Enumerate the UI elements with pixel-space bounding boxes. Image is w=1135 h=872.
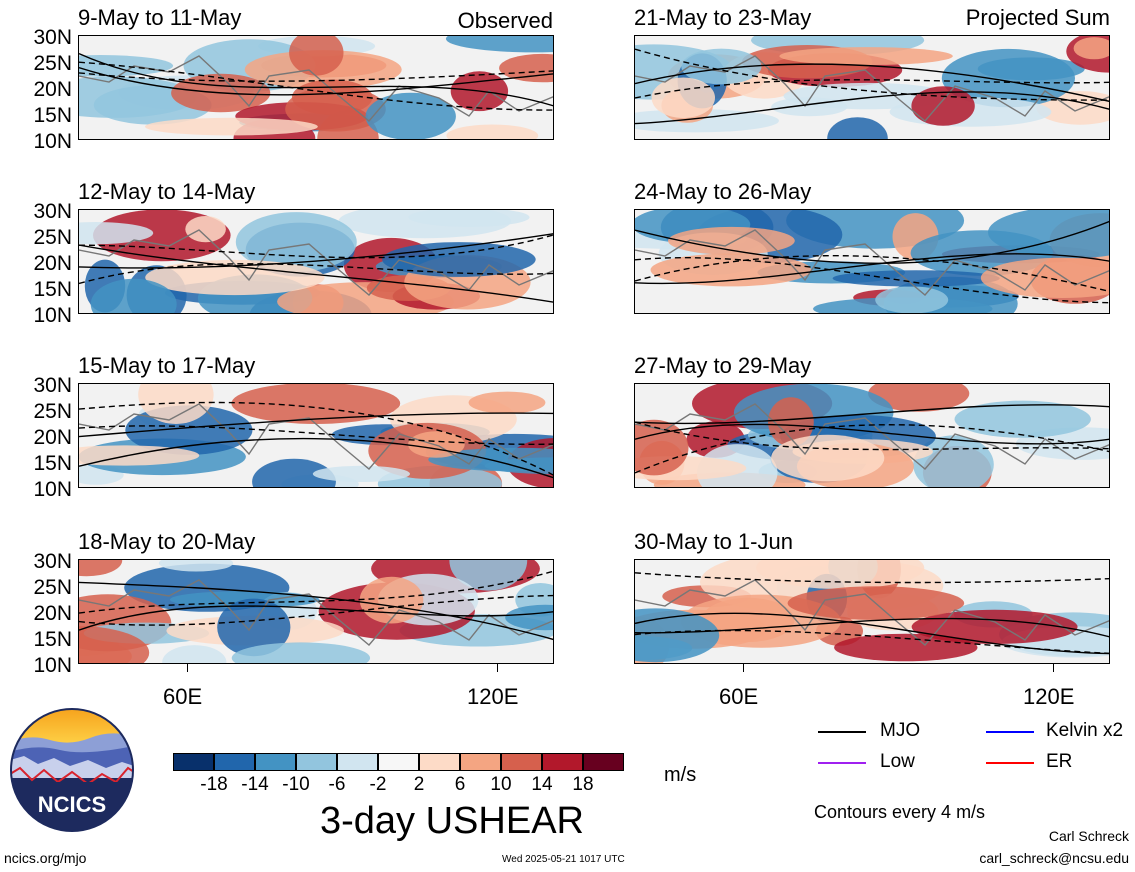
- colorbar-swatch: [378, 753, 419, 771]
- lon-tick: [1053, 664, 1054, 672]
- colorbar-swatch: [173, 753, 214, 771]
- legend-label-mjo: MJO: [880, 720, 921, 741]
- chart-title: 3-day USHEAR: [320, 800, 584, 842]
- colorbar-label: -14: [241, 774, 269, 795]
- legend-label-er: ER: [1046, 751, 1073, 772]
- colorbar-swatch: [583, 753, 624, 771]
- colorbar-swatch: [337, 753, 378, 771]
- panel-tag-observed: Observed: [457, 8, 553, 33]
- map-panel-5: [78, 383, 554, 488]
- lat-label: 15N: [33, 628, 72, 651]
- panel-title-8: 30-May to 1-Jun: [634, 529, 793, 554]
- lon-tick: [743, 664, 744, 672]
- colorbar-label: -2: [369, 774, 387, 795]
- lat-label: 25N: [33, 576, 72, 599]
- panel-title-3: 12-May to 14-May: [78, 179, 256, 204]
- footer-timestamp: Wed 2025-05-21 1017 UTC: [502, 854, 625, 865]
- lat-label: 15N: [33, 452, 72, 475]
- legend-line-low: [818, 762, 866, 764]
- lat-label: 20N: [33, 78, 72, 101]
- lon-tick: [497, 664, 498, 672]
- colorbar-label: 14: [531, 774, 553, 795]
- lat-label: 10N: [33, 654, 72, 677]
- map-panel-6: [634, 383, 1110, 488]
- map-panel-1: [78, 35, 554, 140]
- colorbar-label: 2: [413, 774, 425, 795]
- legend-line-er: [986, 762, 1034, 764]
- lat-label: 25N: [33, 226, 72, 249]
- legend-label-low: Low: [880, 751, 915, 772]
- colorbar-swatch: [460, 753, 501, 771]
- panel-title-2: 21-May to 23-May: [634, 5, 812, 30]
- lat-label: 15N: [33, 104, 72, 127]
- legend-label-kelvin: Kelvin x2: [1046, 720, 1124, 741]
- lat-label: 10N: [33, 478, 72, 501]
- lon-tick: [187, 664, 188, 672]
- map-panel-7: [78, 559, 554, 664]
- footer-author: Carl Schreck: [1048, 828, 1129, 844]
- lat-label: 20N: [33, 602, 72, 625]
- map-panel-2: [634, 35, 1110, 140]
- colorbar-swatch: [214, 753, 255, 771]
- colorbar-label: -10: [282, 774, 310, 795]
- lon-label-60e-left: 60E: [163, 684, 203, 709]
- lon-label-120e-right: 120E: [1023, 684, 1075, 709]
- lat-label: 25N: [33, 52, 72, 75]
- colorbar-label: 18: [572, 774, 594, 795]
- ncics-logo: NCICS: [10, 708, 134, 832]
- map-panel-3: [78, 209, 554, 314]
- colorbar-swatch: [296, 753, 337, 771]
- lat-label: 10N: [33, 130, 72, 153]
- logo-text: NCICS: [38, 792, 106, 817]
- lat-label: 15N: [33, 278, 72, 301]
- lat-label: 30N: [33, 374, 72, 397]
- legend-line-mjo: [818, 731, 866, 733]
- panel-tag-projected: Projected Sum: [965, 5, 1110, 30]
- colorbar-label: -6: [328, 774, 346, 795]
- lat-label: 25N: [33, 400, 72, 423]
- panel-title-4: 24-May to 26-May: [634, 179, 812, 204]
- lon-label-60e-right: 60E: [719, 684, 759, 709]
- lat-label: 10N: [33, 304, 72, 327]
- contours-note: Contours every 4 m/s: [814, 802, 986, 822]
- lon-label-120e-left: 120E: [467, 684, 519, 709]
- colorbar-swatch: [501, 753, 542, 771]
- legend-line-kelvin: [986, 731, 1034, 733]
- panel-title-1: 9-May to 11-May: [78, 5, 242, 30]
- lat-label: 20N: [33, 252, 72, 275]
- colorbar-label: 10: [490, 774, 512, 795]
- panel-title-7: 18-May to 20-May: [78, 529, 256, 554]
- lat-label: 30N: [33, 26, 72, 49]
- colorbar-units: m/s: [664, 764, 697, 786]
- colorbar-swatch: [419, 753, 460, 771]
- map-panel-4: [634, 209, 1110, 314]
- map-panel-8: [634, 559, 1110, 664]
- lat-label: 30N: [33, 200, 72, 223]
- colorbar-label: 6: [454, 774, 466, 795]
- footer-link[interactable]: ncics.org/mjo: [4, 850, 87, 866]
- lat-label: 20N: [33, 426, 72, 449]
- lat-label: 30N: [33, 550, 72, 573]
- colorbar-swatch: [255, 753, 296, 771]
- panel-title-5: 15-May to 17-May: [78, 353, 256, 378]
- colorbar-swatch: [542, 753, 583, 771]
- colorbar-label: -18: [200, 774, 228, 795]
- panel-title-6: 27-May to 29-May: [634, 353, 812, 378]
- footer-email[interactable]: carl_schreck@ncsu.edu: [979, 850, 1129, 866]
